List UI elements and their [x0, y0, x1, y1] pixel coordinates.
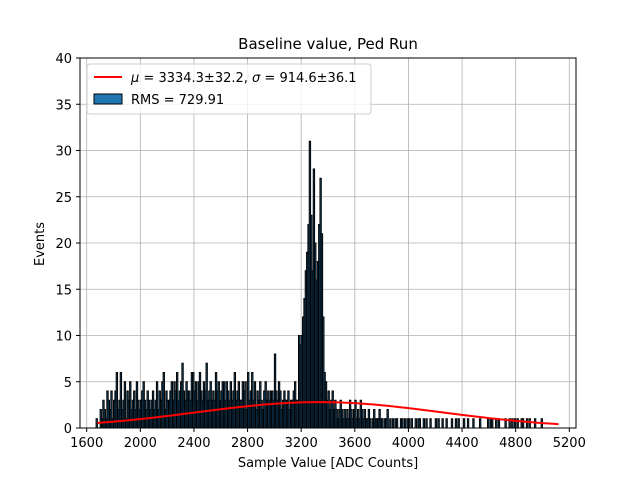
x-tick-label: 2400	[177, 436, 210, 451]
x-tick-label: 4800	[499, 436, 532, 451]
legend-mu-value: = 3334.3±32.2,	[139, 71, 252, 86]
y-axis-label: Events	[33, 222, 48, 266]
legend-rms-label: RMS = 729.91	[131, 93, 224, 108]
x-tick-label: 5200	[553, 436, 586, 451]
histogram-bar	[450, 418, 454, 429]
histogram-bar	[391, 418, 395, 429]
histogram-bar	[403, 418, 407, 429]
histogram-bar	[521, 418, 525, 429]
x-tick-label: 4000	[392, 436, 425, 451]
histogram-bar	[478, 418, 482, 429]
x-tick-label: 3600	[338, 436, 371, 451]
histogram-bar	[429, 418, 432, 429]
histogram-bar	[381, 418, 384, 429]
legend-sigma-symbol: σ	[252, 71, 261, 86]
legend-sigma-value: = 914.6±36.1	[260, 71, 356, 86]
y-tick-label: 20	[55, 237, 72, 252]
y-tick-label: 15	[55, 283, 72, 298]
x-tick-label: 3200	[285, 436, 318, 451]
histogram-bar	[445, 418, 448, 429]
histogram-bar	[434, 418, 438, 429]
legend-mu-symbol: μ	[130, 71, 139, 86]
x-tick-label: 4400	[446, 436, 479, 451]
legend-fit-label: μ = 3334.3±32.2, σ = 914.6±36.1	[130, 71, 357, 86]
histogram-bar	[491, 418, 494, 429]
histogram-bar	[418, 418, 421, 429]
histogram-bar	[369, 418, 372, 429]
histogram-bar	[401, 418, 404, 429]
legend-histogram-swatch	[93, 93, 123, 105]
histogram-bar	[425, 418, 428, 429]
y-tick-label: 5	[64, 376, 72, 391]
histogram-bar	[462, 418, 466, 429]
legend: μ = 3334.3±32.2, σ = 914.6±36.1 RMS = 72…	[86, 63, 372, 115]
histogram-bar	[95, 418, 98, 429]
legend-box	[86, 63, 372, 115]
histogram-bar	[410, 418, 413, 429]
histogram-bar	[422, 418, 426, 429]
histogram-bar	[466, 418, 470, 429]
y-tick-label: 30	[55, 145, 72, 160]
x-axis-ticks: 1600 2000 2400 2800 3200 3600 4000 4400 4800 5200	[70, 428, 586, 451]
chart-title: Baseline value, Ped Run	[238, 35, 418, 53]
histogram-bar	[386, 409, 389, 429]
histogram-bar	[495, 418, 498, 429]
histogram-bar	[472, 418, 475, 429]
histogram-bar	[457, 418, 460, 429]
histogram-bar	[414, 418, 417, 429]
y-axis-ticks: 0 5 10 15 20 25 30 35 40	[55, 52, 80, 437]
y-tick-label: 40	[55, 52, 72, 67]
x-tick-label: 2000	[124, 436, 157, 451]
y-tick-label: 10	[55, 330, 72, 345]
histogram-bar	[437, 418, 440, 429]
gaussian-fit-line	[97, 401, 559, 426]
x-axis-label: Sample Value [ADC Counts]	[238, 456, 418, 471]
y-tick-label: 25	[55, 191, 72, 206]
histogram-bar	[441, 418, 444, 429]
histogram-bar	[395, 418, 399, 429]
x-tick-label: 2800	[231, 436, 264, 451]
x-tick-label: 1600	[70, 436, 103, 451]
y-tick-label: 35	[55, 98, 72, 113]
histogram-bar	[487, 418, 490, 429]
histogram-bar	[525, 418, 529, 429]
y-tick-label: 0	[64, 422, 72, 437]
histogram-bar	[389, 418, 392, 429]
histogram-bar	[454, 418, 458, 429]
histogram-bar	[407, 418, 411, 429]
histogram-bar	[528, 418, 531, 429]
